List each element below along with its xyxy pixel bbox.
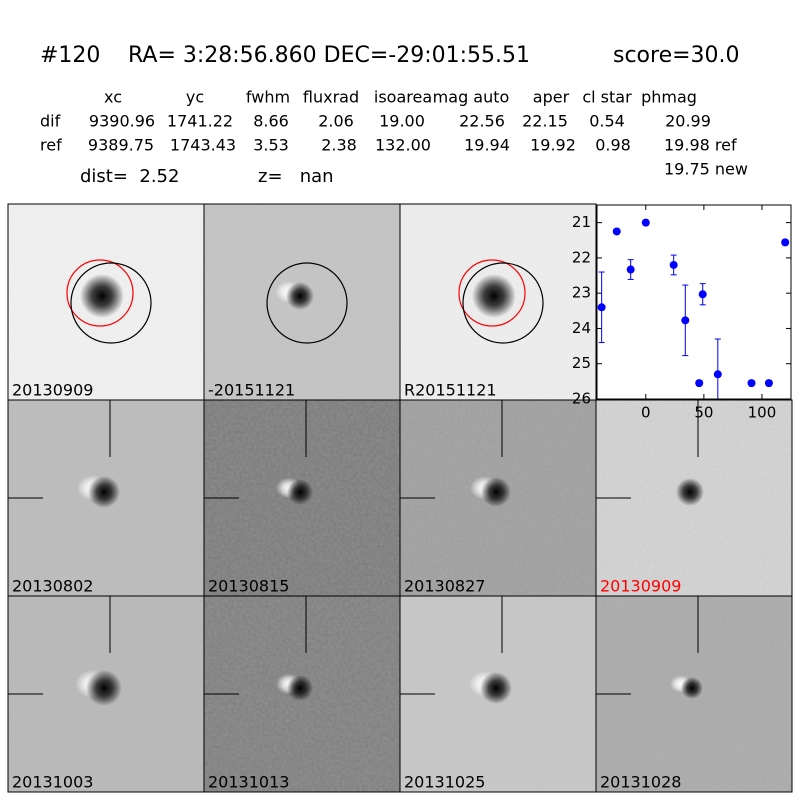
point bbox=[681, 316, 690, 325]
panel-label: R20151121 bbox=[404, 381, 497, 400]
panel-label: 20131025 bbox=[404, 773, 485, 792]
row-label: dif bbox=[40, 112, 61, 131]
point bbox=[612, 227, 621, 236]
panel-label: 20131013 bbox=[208, 773, 289, 792]
point bbox=[713, 370, 722, 379]
source bbox=[681, 677, 703, 699]
image-panel: 20130909 bbox=[595, 399, 793, 597]
y-tick-label: 25 bbox=[572, 354, 591, 372]
cell: 20.99 bbox=[665, 112, 711, 131]
cell: 9390.96 bbox=[89, 112, 155, 131]
x-tick-label: 0 bbox=[641, 404, 651, 422]
source bbox=[287, 675, 313, 701]
column-header: xc bbox=[104, 88, 122, 107]
image-panel: 20131013 bbox=[203, 595, 401, 793]
source bbox=[88, 476, 120, 508]
column-header: fluxrad bbox=[303, 88, 359, 107]
title: RA= 3:28:56.860 DEC=-29:01:55.51 bbox=[128, 43, 530, 68]
point bbox=[747, 379, 756, 388]
panel-label: 20130802 bbox=[12, 577, 93, 596]
image-panel: 20130815 bbox=[203, 399, 401, 597]
column-header: mag auto bbox=[433, 88, 510, 107]
cell: 3.53 bbox=[253, 136, 289, 155]
y-tick-label: 21 bbox=[572, 213, 591, 231]
aperture-red bbox=[66, 259, 134, 327]
column-header: phmag bbox=[641, 88, 697, 107]
panel-label: 20131003 bbox=[12, 773, 93, 792]
x-tick-label: 50 bbox=[694, 404, 713, 422]
cell: 2.38 bbox=[321, 136, 357, 155]
aperture-black bbox=[70, 262, 152, 344]
point bbox=[764, 379, 773, 388]
panel-label: 20130909 bbox=[12, 381, 93, 400]
image-panel: 20131028 bbox=[595, 595, 793, 793]
cell: 22.56 bbox=[459, 112, 505, 131]
source bbox=[287, 479, 313, 505]
cell: 19.98 ref bbox=[664, 136, 737, 155]
panel-label: 20130909 bbox=[600, 577, 681, 596]
cell: 0.98 bbox=[595, 136, 631, 155]
row-label: ref bbox=[40, 136, 62, 155]
cell: 19.92 bbox=[530, 136, 576, 155]
y-tick-label: 26 bbox=[572, 390, 591, 408]
aperture-black bbox=[462, 262, 544, 344]
aperture-red bbox=[458, 259, 526, 327]
panel-label: 20131028 bbox=[600, 773, 681, 792]
image-panel: 20130827 bbox=[399, 399, 597, 597]
source bbox=[480, 672, 512, 704]
panel-label: -20151121 bbox=[208, 381, 295, 400]
source bbox=[80, 274, 124, 318]
column-header: yc bbox=[186, 88, 204, 107]
panel-label: 20130827 bbox=[404, 577, 485, 596]
point bbox=[641, 218, 650, 227]
cell: 2.06 bbox=[318, 112, 354, 131]
cell: 132.00 bbox=[375, 136, 431, 155]
image-panel: 20130909 bbox=[7, 203, 205, 401]
column-header: aper bbox=[533, 88, 570, 107]
title: #120 bbox=[40, 43, 100, 68]
point bbox=[781, 238, 790, 247]
panel-label: 20130815 bbox=[208, 577, 289, 596]
image-panel: -20151121 bbox=[203, 203, 401, 401]
info: dist= 2.52 bbox=[80, 166, 179, 187]
plot-frame bbox=[596, 204, 792, 400]
cell: 9389.75 bbox=[88, 136, 154, 155]
info: z= nan bbox=[258, 166, 334, 187]
column-header: cl star bbox=[582, 88, 632, 107]
cell: 22.15 bbox=[522, 112, 568, 131]
x-tick-label: 100 bbox=[748, 404, 777, 422]
aperture-black bbox=[266, 262, 348, 344]
cell: 0.54 bbox=[589, 112, 625, 131]
source bbox=[676, 478, 704, 506]
image-panel: R20151121 bbox=[399, 203, 597, 401]
source bbox=[481, 477, 511, 507]
point bbox=[695, 379, 704, 388]
cell: 1741.22 bbox=[167, 112, 233, 131]
point bbox=[698, 290, 707, 299]
note: 19.75 new bbox=[664, 160, 748, 179]
cell: 19.94 bbox=[464, 136, 510, 155]
cell: 8.66 bbox=[253, 112, 289, 131]
point bbox=[597, 303, 606, 312]
image-panel: 20130802 bbox=[7, 399, 205, 597]
cell: 1743.43 bbox=[170, 136, 236, 155]
source bbox=[472, 274, 516, 318]
point bbox=[626, 265, 635, 274]
title: score=30.0 bbox=[613, 43, 740, 68]
image-panel: 20131025 bbox=[399, 595, 597, 793]
y-tick-label: 22 bbox=[572, 248, 591, 266]
y-tick-label: 24 bbox=[572, 319, 591, 337]
column-header: isoarea bbox=[374, 88, 432, 107]
source bbox=[86, 670, 122, 706]
column-header: fwhm bbox=[246, 88, 290, 107]
point bbox=[669, 260, 678, 269]
plot-area bbox=[597, 205, 791, 399]
panel-frame bbox=[595, 595, 793, 793]
cell: 19.00 bbox=[379, 112, 425, 131]
source bbox=[286, 282, 314, 310]
image-panel: 20131003 bbox=[7, 595, 205, 793]
y-tick-label: 23 bbox=[572, 284, 591, 302]
